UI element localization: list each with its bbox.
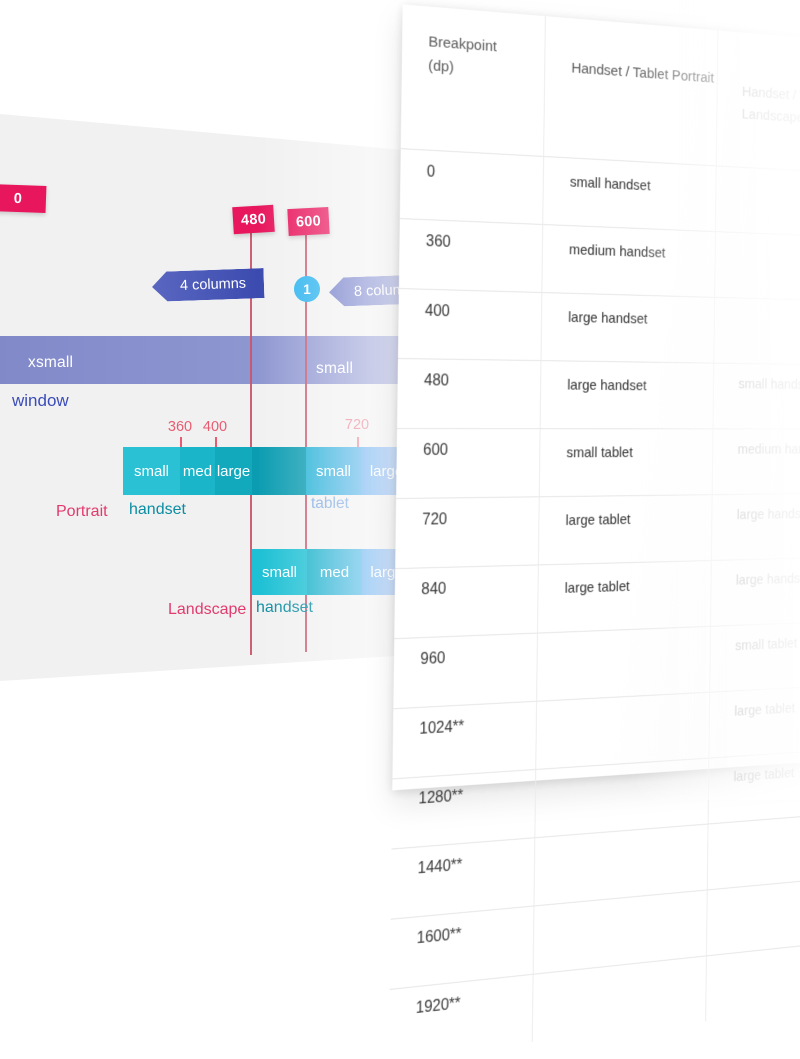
cell-breakpoint: 840 bbox=[394, 564, 538, 639]
cell-breakpoint: 720 bbox=[395, 496, 539, 569]
window-label: window bbox=[12, 391, 69, 410]
cell-breakpoint: 0 bbox=[399, 148, 544, 225]
tick-label-360: 360 bbox=[167, 419, 193, 435]
tick-mark-360 bbox=[180, 437, 182, 447]
cell-landscape bbox=[706, 810, 800, 890]
cell-breakpoint: 1280** bbox=[391, 769, 536, 850]
cell-breakpoint: 400 bbox=[397, 288, 542, 361]
columns-tag-4: 4 columns bbox=[152, 268, 265, 302]
portrait-handset-small-segment: small bbox=[123, 447, 180, 495]
portrait-handset-med-segment: med bbox=[180, 447, 215, 495]
right-fade-overlay bbox=[628, 0, 800, 800]
portrait-handset-label: handset bbox=[129, 501, 186, 518]
cell-breakpoint: 360 bbox=[398, 218, 543, 293]
breakpoint-badge-0: 0 bbox=[0, 184, 47, 213]
cell-breakpoint: 1920** bbox=[388, 974, 533, 1059]
header-breakpoint: Breakpoint (dp) bbox=[428, 33, 497, 76]
cell-breakpoint: 600 bbox=[396, 428, 540, 499]
tick-label-400: 400 bbox=[202, 419, 228, 435]
cell-breakpoint: 960 bbox=[393, 633, 538, 709]
window-segment-xsmall: xsmall bbox=[28, 354, 74, 371]
cell-breakpoint: 480 bbox=[397, 358, 541, 429]
guide-line-480 bbox=[250, 231, 252, 655]
tick-mark-400 bbox=[215, 437, 217, 447]
portrait-row-label: Portrait bbox=[56, 503, 108, 520]
cell-breakpoint: 1024** bbox=[392, 701, 537, 779]
portrait-handset-large-segment: large bbox=[215, 447, 252, 495]
landscape-row-label: Landscape bbox=[168, 601, 247, 618]
